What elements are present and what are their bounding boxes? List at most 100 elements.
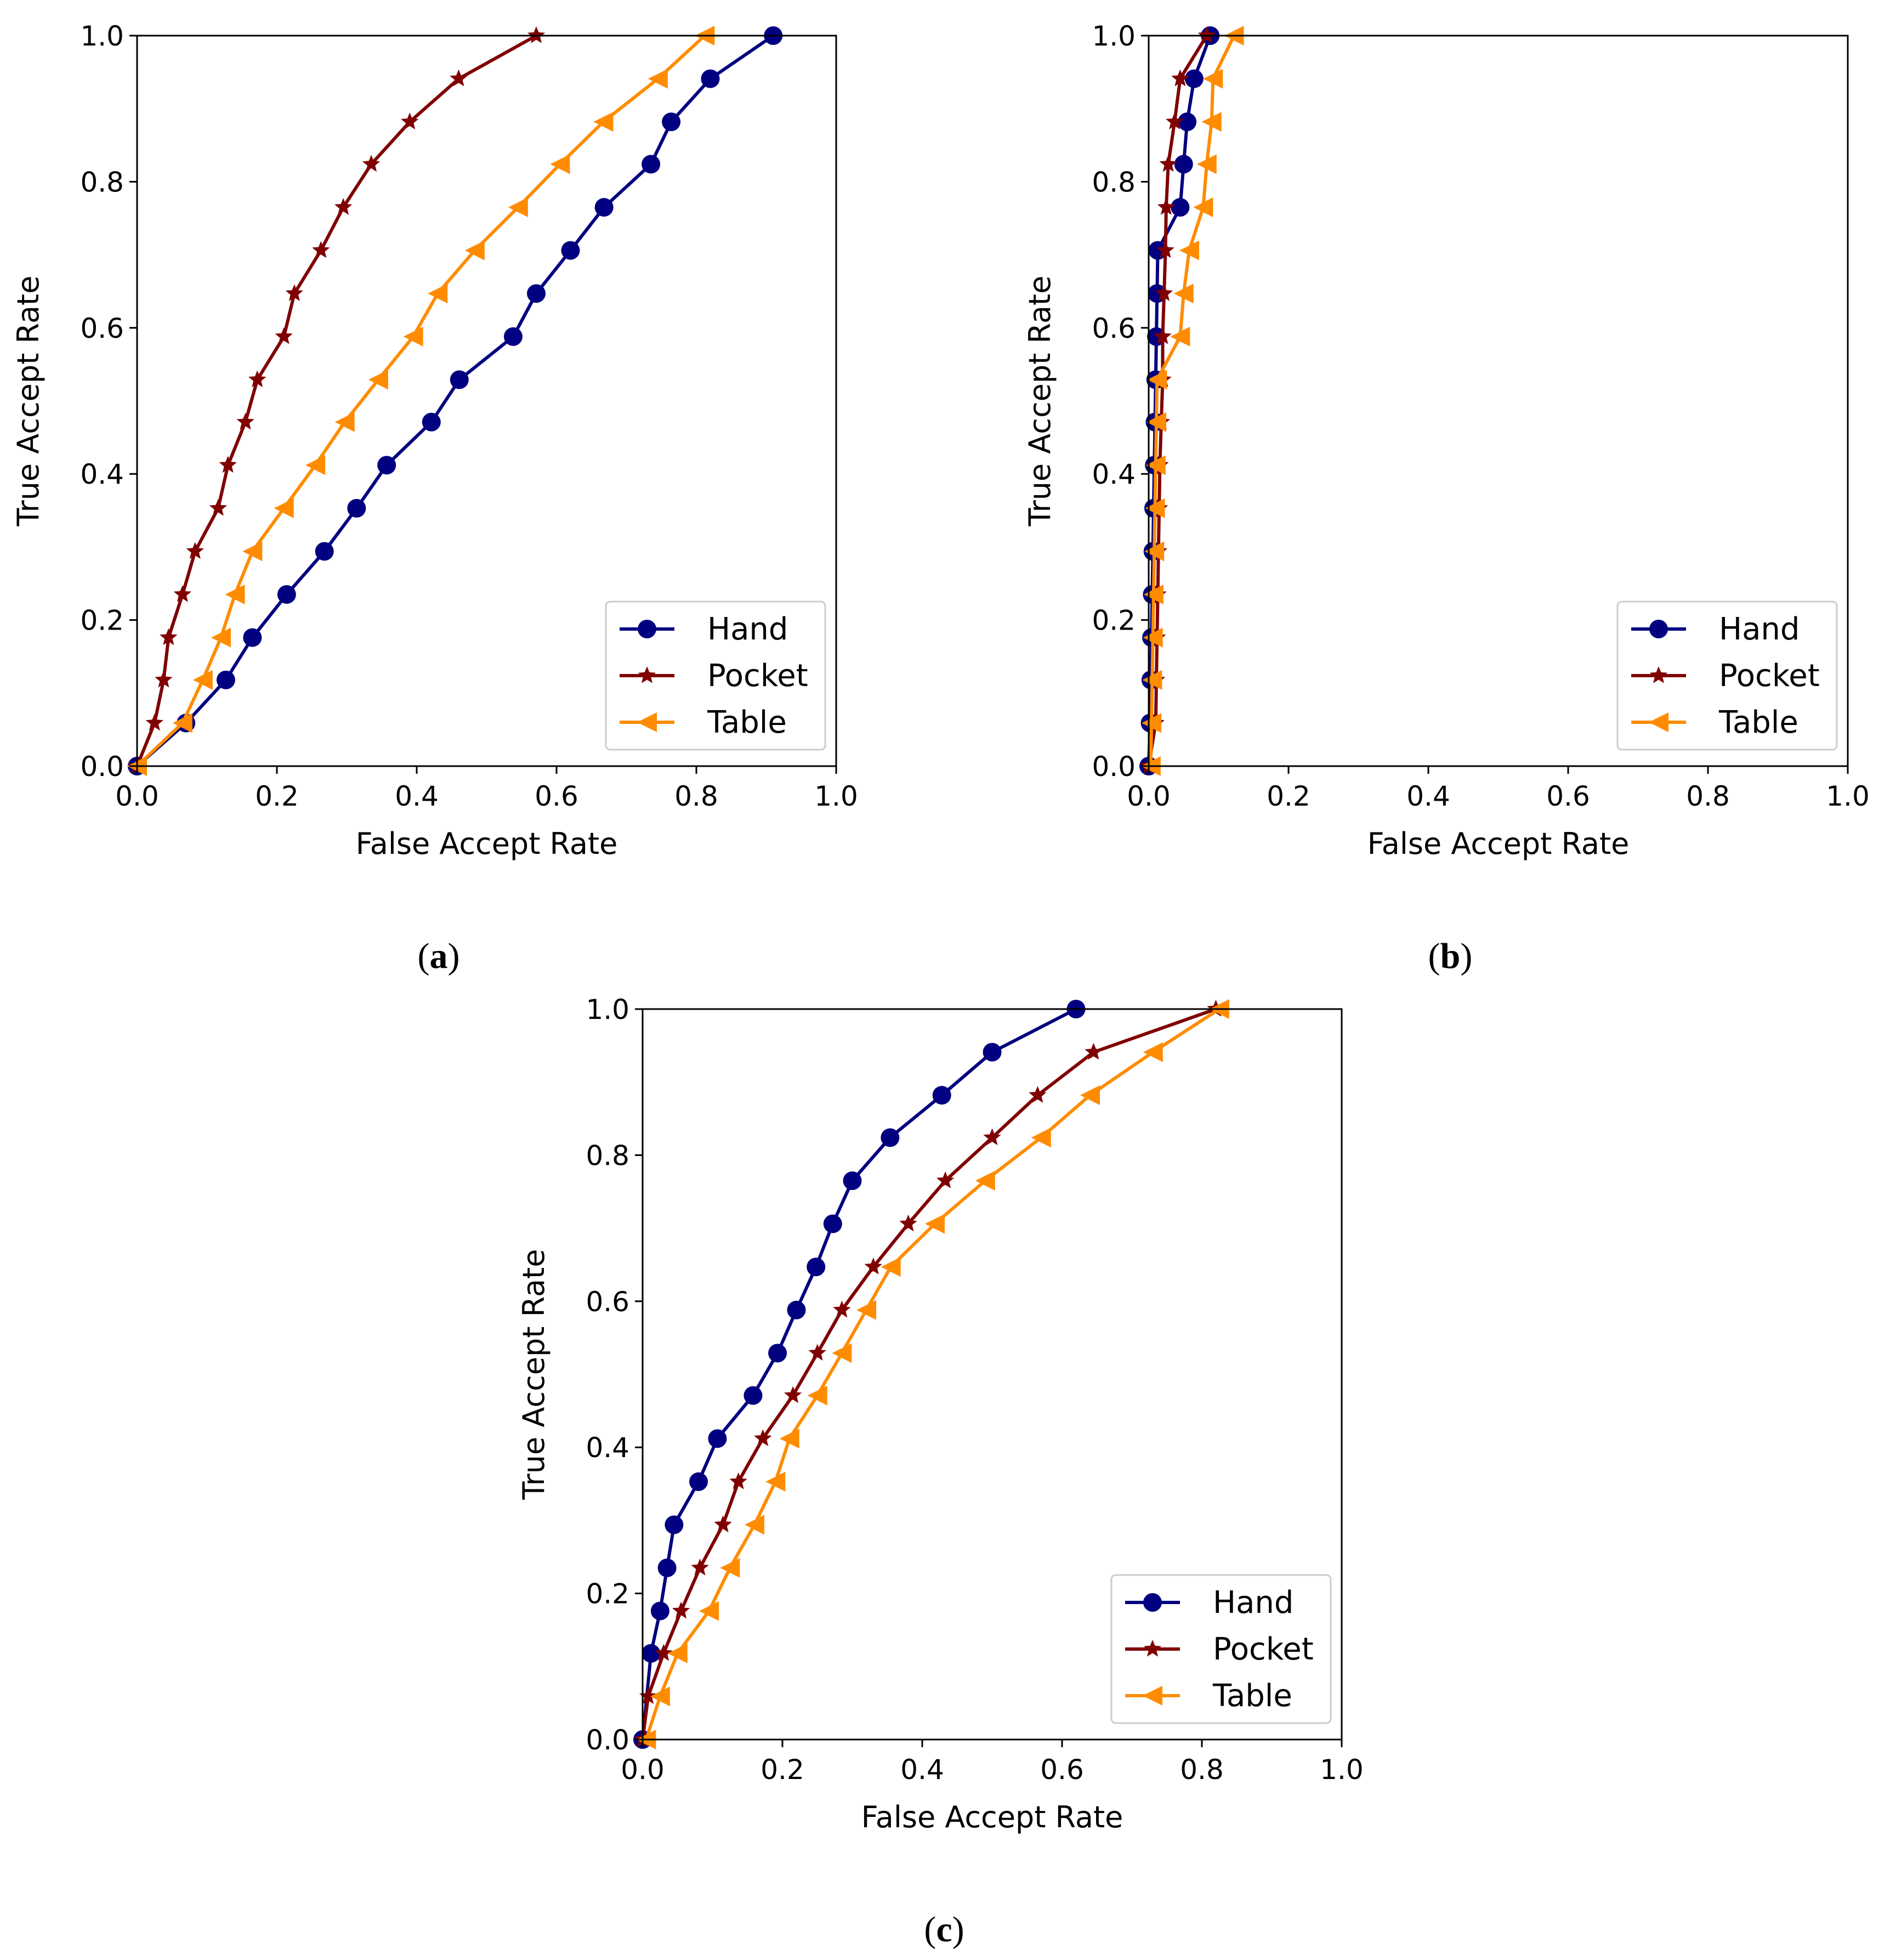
pocket-point bbox=[1029, 1086, 1047, 1103]
x-tick-label: 0.8 bbox=[674, 780, 718, 812]
hand-point bbox=[561, 241, 580, 260]
y-tick-label: 0.4 bbox=[586, 1432, 629, 1464]
y-tick-label: 1.0 bbox=[1092, 20, 1136, 52]
hand-point bbox=[594, 198, 614, 217]
x-tick-label: 0.2 bbox=[255, 780, 299, 812]
y-axis-label: True Accept Rate bbox=[1023, 276, 1057, 527]
pocket-point bbox=[639, 1687, 657, 1704]
x-axis-label: False Accept Rate bbox=[861, 1800, 1123, 1834]
legend-item-hand: Hand bbox=[1125, 1585, 1293, 1621]
legend-item-pocket: Pocket bbox=[620, 658, 808, 694]
hand-point bbox=[347, 499, 366, 518]
x-tick-label: 0.8 bbox=[1686, 780, 1730, 812]
legend-label: Hand bbox=[1719, 611, 1800, 647]
x-tick-label: 0.4 bbox=[395, 780, 439, 812]
legend: Hand Pocket Table bbox=[1616, 601, 1838, 751]
x-tick-label: 0.6 bbox=[1040, 1754, 1084, 1786]
table-point bbox=[650, 1686, 670, 1707]
legend-item-pocket: Pocket bbox=[1631, 658, 1820, 694]
legend-marker bbox=[637, 712, 657, 732]
hand-point bbox=[843, 1171, 862, 1191]
table-point bbox=[1143, 584, 1163, 604]
hand-point bbox=[315, 542, 334, 561]
hand-point bbox=[422, 412, 441, 432]
legend-label: Pocket bbox=[707, 658, 808, 694]
pocket-line bbox=[1147, 35, 1208, 767]
hand-series bbox=[633, 1000, 1086, 1749]
legend-box bbox=[605, 601, 826, 751]
pocket-point bbox=[173, 585, 191, 602]
hand-point bbox=[277, 585, 296, 604]
legend-label: Hand bbox=[707, 611, 788, 647]
table-point bbox=[1173, 284, 1194, 304]
table-point bbox=[765, 1471, 786, 1492]
pocket-point bbox=[1166, 112, 1184, 129]
table-point bbox=[975, 1171, 995, 1191]
hand-point bbox=[983, 1043, 1002, 1062]
panel-caption: (b) bbox=[1428, 936, 1473, 976]
table-point bbox=[745, 1515, 764, 1535]
legend-item-hand: Hand bbox=[1631, 611, 1800, 647]
table-point bbox=[274, 498, 294, 518]
pocket-point bbox=[1157, 198, 1175, 215]
pocket-point bbox=[312, 241, 330, 258]
table-point bbox=[1143, 627, 1163, 648]
hand-point bbox=[1178, 112, 1197, 132]
pocket-point bbox=[672, 1601, 690, 1619]
pocket-point bbox=[714, 1515, 732, 1533]
legend-marker bbox=[1649, 712, 1668, 732]
pocket-series bbox=[128, 26, 546, 774]
pocket-point bbox=[155, 670, 173, 688]
legend-marker bbox=[638, 666, 656, 683]
table-point bbox=[1147, 412, 1167, 432]
legend-label: Table bbox=[1718, 705, 1798, 740]
y-tick-label: 0.8 bbox=[586, 1140, 629, 1171]
pocket-point bbox=[1156, 241, 1174, 258]
pocket-point bbox=[1171, 69, 1189, 87]
y-tick-label: 0.6 bbox=[1092, 313, 1136, 344]
legend-label: Pocket bbox=[1213, 1632, 1314, 1667]
pocket-point bbox=[186, 542, 204, 559]
hand-point bbox=[662, 112, 681, 132]
table-point bbox=[856, 1300, 876, 1320]
legend-marker bbox=[638, 620, 656, 638]
x-tick-label: 1.0 bbox=[814, 780, 858, 812]
table-point bbox=[1196, 154, 1217, 174]
x-tick-label: 0.0 bbox=[621, 1754, 665, 1786]
y-tick-label: 0.0 bbox=[80, 751, 124, 783]
table-point bbox=[881, 1257, 901, 1277]
legend-item-table: Table bbox=[620, 705, 787, 740]
y-axis-label: True Accept Rate bbox=[517, 1249, 551, 1500]
hand-point bbox=[1174, 155, 1193, 174]
plot-frame bbox=[136, 35, 837, 767]
hand-point bbox=[1171, 198, 1190, 217]
hand-point bbox=[823, 1214, 842, 1233]
table-point bbox=[225, 584, 245, 604]
table-point bbox=[242, 541, 263, 562]
table-point bbox=[550, 154, 570, 174]
y-tick-label: 0.0 bbox=[1092, 751, 1136, 783]
hand-point bbox=[216, 670, 235, 689]
roc-panel-c: 0.0 0.2 0.4 0.6 0.8 1.0 0.0 0.2 0.4 0.6 0.8 1.0 Fals… bbox=[517, 994, 1364, 1950]
pocket-point bbox=[808, 1344, 826, 1361]
table-point bbox=[667, 1643, 688, 1663]
hand-point bbox=[689, 1472, 708, 1491]
hand-point bbox=[527, 284, 546, 303]
pocket-point bbox=[401, 112, 419, 129]
y-tick-label: 0.2 bbox=[1092, 605, 1136, 637]
legend-marker bbox=[1143, 1593, 1162, 1612]
table-point bbox=[779, 1429, 799, 1449]
pocket-point bbox=[691, 1559, 709, 1576]
table-point bbox=[1145, 455, 1166, 475]
table-point bbox=[464, 240, 485, 260]
pocket-point bbox=[1085, 1043, 1103, 1060]
table-point bbox=[508, 197, 528, 218]
pocket-point bbox=[1197, 26, 1216, 43]
y-tick-label: 0.4 bbox=[80, 458, 124, 490]
roc-panel-a: 0.0 0.2 0.4 0.6 0.8 1.0 0.0 0.2 0.4 0.6 0.8 1.0 Fals… bbox=[11, 20, 858, 976]
hand-point bbox=[450, 370, 469, 389]
pocket-point bbox=[362, 155, 381, 172]
pocket-point bbox=[899, 1214, 917, 1232]
table-point bbox=[1203, 69, 1223, 89]
legend-marker bbox=[1143, 1686, 1162, 1706]
